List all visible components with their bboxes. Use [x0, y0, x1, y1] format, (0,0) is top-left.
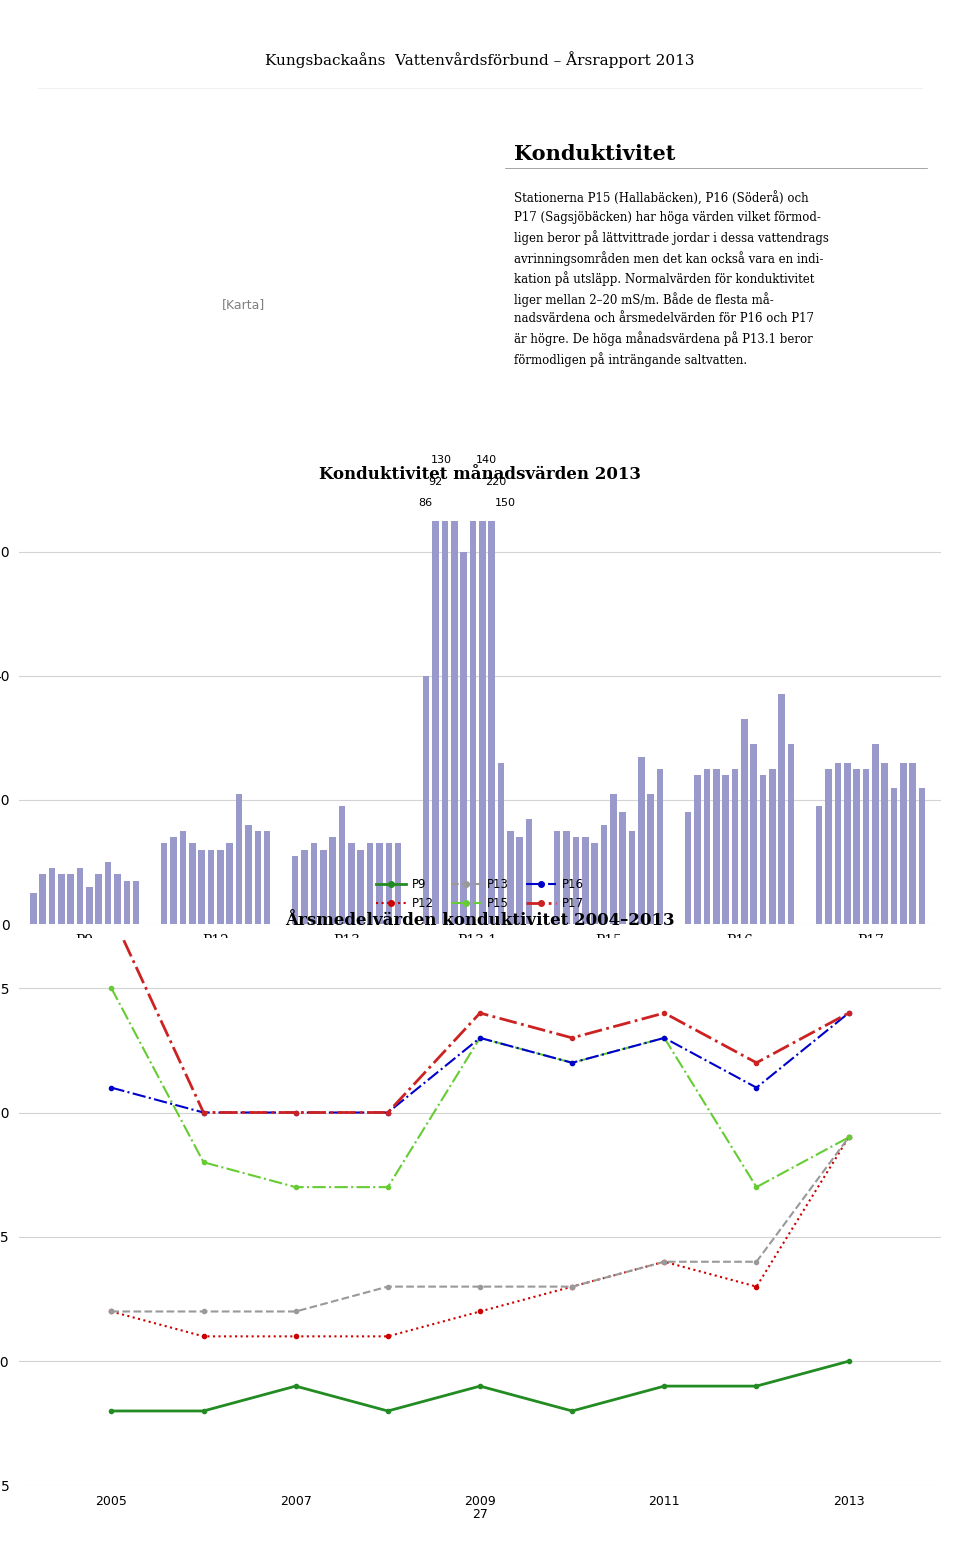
Bar [217, 850, 224, 924]
Bar [301, 850, 308, 924]
Bar [189, 844, 196, 924]
Bar [498, 763, 504, 924]
Bar [722, 775, 729, 924]
Bar [367, 844, 373, 924]
Bar [58, 874, 64, 924]
Bar [161, 844, 167, 924]
Bar [759, 775, 766, 924]
Bar [647, 794, 654, 924]
Bar [39, 874, 46, 924]
Bar [694, 775, 701, 924]
Bar [442, 521, 448, 924]
Bar [357, 850, 364, 924]
Bar [732, 769, 738, 924]
Bar [853, 769, 860, 924]
Bar [207, 850, 214, 924]
Bar [582, 838, 588, 924]
Bar [264, 831, 271, 924]
Bar [86, 886, 93, 924]
Bar [601, 825, 608, 924]
Text: Stationerna P15 (Hallabäcken), P16 (Söderå) och
P17 (Sagsjöbäcken) har höga värd: Stationerna P15 (Hallabäcken), P16 (Söde… [514, 192, 828, 367]
Text: [Karta]: [Karta] [223, 298, 266, 312]
Bar [30, 892, 36, 924]
Bar [339, 807, 346, 924]
Text: 27: 27 [472, 1509, 488, 1521]
Bar [461, 552, 467, 924]
Bar [684, 813, 691, 924]
Bar [124, 880, 130, 924]
Bar [254, 831, 261, 924]
Text: 130: 130 [430, 456, 451, 465]
Bar [67, 874, 74, 924]
Bar [638, 757, 645, 924]
Bar [348, 844, 354, 924]
Bar [395, 844, 401, 924]
Bar [741, 719, 748, 924]
Bar [95, 874, 102, 924]
Legend: P9, P12, P13, P15, P16, P17: P9, P12, P13, P15, P16, P17 [372, 874, 588, 914]
Bar [479, 521, 486, 924]
Title: Konduktivitet månadsvärden 2013: Konduktivitet månadsvärden 2013 [319, 466, 641, 484]
Bar [489, 521, 495, 924]
Bar [610, 794, 616, 924]
Bar [713, 769, 720, 924]
Bar [423, 675, 429, 924]
Bar [292, 856, 299, 924]
Bar [236, 794, 242, 924]
Bar [751, 744, 756, 924]
Bar [629, 831, 636, 924]
Text: Konduktivitet: Konduktivitet [514, 144, 675, 164]
Text: 150: 150 [494, 498, 516, 509]
Bar [619, 813, 626, 924]
Bar [114, 874, 121, 924]
Bar [199, 850, 204, 924]
Bar [863, 769, 869, 924]
Bar [834, 763, 841, 924]
Text: 86: 86 [419, 498, 433, 509]
Title: Årsmedelvärden konduktivitet 2004–2013: Årsmedelvärden konduktivitet 2004–2013 [285, 911, 675, 928]
Bar [320, 850, 326, 924]
Bar [844, 763, 851, 924]
Bar [311, 844, 317, 924]
Bar [704, 769, 710, 924]
Bar [788, 744, 794, 924]
Bar [591, 844, 598, 924]
Bar [900, 763, 906, 924]
Bar [507, 831, 514, 924]
Text: 220: 220 [485, 477, 506, 487]
Bar [816, 807, 823, 924]
Bar [170, 838, 177, 924]
Bar [451, 521, 458, 924]
Bar [919, 788, 925, 924]
Bar [826, 769, 831, 924]
Bar [769, 769, 776, 924]
Bar [526, 819, 533, 924]
Bar [779, 694, 785, 924]
Bar [432, 521, 439, 924]
Bar [554, 831, 561, 924]
Bar [891, 788, 898, 924]
Bar [49, 869, 56, 924]
Text: 140: 140 [476, 456, 497, 465]
Bar [909, 763, 916, 924]
Bar [376, 844, 383, 924]
Text: 92: 92 [428, 477, 443, 487]
Bar [386, 844, 392, 924]
Bar [329, 838, 336, 924]
Bar [227, 844, 233, 924]
Bar [564, 831, 570, 924]
Bar [572, 838, 579, 924]
Bar [657, 769, 663, 924]
Bar [516, 838, 523, 924]
Bar [180, 831, 186, 924]
Bar [469, 521, 476, 924]
Bar [77, 869, 84, 924]
Text: Kungsbackaåns  Vattenvårdsförbund – Årsrapport 2013: Kungsbackaåns Vattenvårdsförbund – Årsra… [265, 51, 695, 69]
Bar [245, 825, 252, 924]
Bar [132, 880, 139, 924]
Bar [872, 744, 878, 924]
Bar [105, 863, 111, 924]
Bar [881, 763, 888, 924]
